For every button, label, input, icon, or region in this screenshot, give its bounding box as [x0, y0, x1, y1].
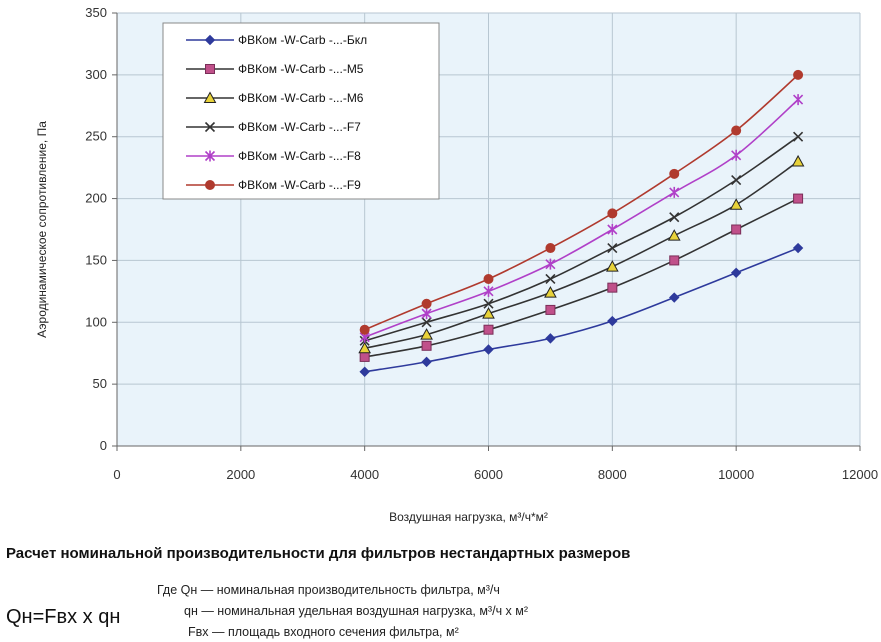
x-tick-label: 12000	[842, 467, 878, 482]
data-point	[669, 168, 680, 179]
x-tick-label: 4000	[350, 467, 379, 482]
legend-label: ФВКом -W-Carb -...-F7	[238, 120, 361, 134]
line-chart: 0 50 100 150 200 250 300 350 0 2000 4000 6000 8000 10…	[35, 5, 878, 524]
data-point	[421, 298, 432, 309]
data-point	[731, 125, 742, 136]
series-1	[359, 242, 804, 377]
legend-marker	[205, 64, 215, 74]
x-tick-label: 0	[113, 467, 120, 482]
data-point	[359, 324, 370, 335]
data-point	[359, 351, 370, 362]
data-point	[669, 186, 680, 198]
legend-box	[162, 22, 440, 200]
data-point	[421, 340, 432, 351]
legend-label: ФВКом -W-Carb -...-Бкл	[238, 33, 367, 47]
data-point	[545, 273, 556, 285]
data-point	[669, 292, 680, 303]
data-point	[607, 208, 618, 219]
y-axis-title: Аэродинамическое сопротивление, Па	[35, 121, 49, 338]
legend-label: ФВКом -W-Carb -...-F8	[238, 149, 361, 163]
data-point	[605, 260, 619, 272]
data-point	[669, 212, 680, 223]
series-layer	[358, 69, 805, 377]
data-point	[667, 229, 681, 241]
data-point	[731, 174, 742, 186]
data-point	[791, 154, 805, 167]
data-point	[421, 356, 432, 368]
data-point	[545, 258, 556, 270]
y-tick-label: 250	[85, 129, 107, 144]
legend-marker	[204, 34, 216, 46]
data-point	[545, 333, 556, 344]
data-point	[731, 149, 742, 161]
data-point	[359, 366, 370, 377]
y-tick-label: 200	[85, 191, 107, 206]
legend-label: ФВКом -W-Carb -...-F9	[238, 178, 361, 192]
data-point	[793, 193, 804, 204]
x-tick-label: 10000	[718, 467, 754, 482]
y-tick-label: 300	[85, 67, 107, 82]
x-tick-label: 2000	[226, 467, 255, 482]
legend: ФВКом -W-Carb -...-Бкл ФВКом -W-Carb -...…	[162, 22, 440, 200]
series-line	[364, 136, 799, 342]
legend-marker	[204, 150, 216, 162]
legend-label: ФВКом -W-Carb -...-M6	[238, 91, 364, 105]
x-tick-label: 6000	[474, 467, 503, 482]
data-point	[793, 131, 804, 142]
data-point	[544, 286, 557, 298]
y-tick-label: 350	[85, 5, 107, 20]
data-point	[793, 69, 804, 80]
legend-marker	[204, 121, 216, 133]
data-point	[421, 317, 432, 328]
data-point	[731, 224, 742, 235]
y-tick-label: 100	[85, 314, 107, 329]
series-4	[359, 131, 804, 346]
data-point	[483, 285, 494, 297]
y-tick-label: 150	[85, 252, 107, 267]
formula: Qн=Fвх х qн	[6, 606, 121, 628]
data-point	[420, 328, 433, 340]
definition-qn-total: Где Qн — номинальная производительность …	[157, 583, 500, 597]
series-2	[359, 193, 804, 362]
data-point	[483, 344, 494, 355]
data-point	[730, 267, 742, 279]
y-tick-label: 0	[100, 438, 107, 453]
definition-qn-specific: qн — номинальная удельная воздушная нагр…	[184, 604, 529, 618]
legend-label: ФВКом -W-Carb -...-M5	[238, 62, 364, 76]
data-point	[607, 224, 618, 235]
legend-marker	[205, 180, 215, 190]
series-5	[359, 94, 804, 343]
data-point	[358, 341, 372, 354]
data-point	[545, 243, 556, 254]
data-point	[669, 255, 680, 266]
data-point	[482, 307, 495, 319]
data-point	[607, 315, 618, 327]
legend-marker	[203, 91, 217, 103]
data-point	[607, 242, 618, 254]
data-point	[729, 198, 743, 210]
series-3	[358, 154, 805, 354]
series-6	[359, 69, 804, 335]
data-point	[421, 308, 432, 320]
x-axis-title: Воздушная нагрузка, м³/ч*м²	[389, 510, 548, 524]
data-point	[483, 324, 494, 335]
x-tick-label: 8000	[598, 467, 627, 482]
axes: 0 50 100 150 200 250 300 350 0 2000 4000 6000 8000 10…	[85, 5, 878, 482]
data-point	[483, 298, 494, 309]
data-point	[793, 94, 804, 106]
data-point	[607, 282, 618, 293]
data-point	[792, 242, 804, 254]
data-point	[483, 273, 494, 284]
y-tick-label: 50	[93, 376, 107, 391]
section-heading: Расчет номинальной производительности дл…	[6, 545, 631, 562]
data-point	[545, 304, 556, 315]
definition-fvx: Fвх — площадь входного сечения фильтра, …	[188, 625, 459, 639]
